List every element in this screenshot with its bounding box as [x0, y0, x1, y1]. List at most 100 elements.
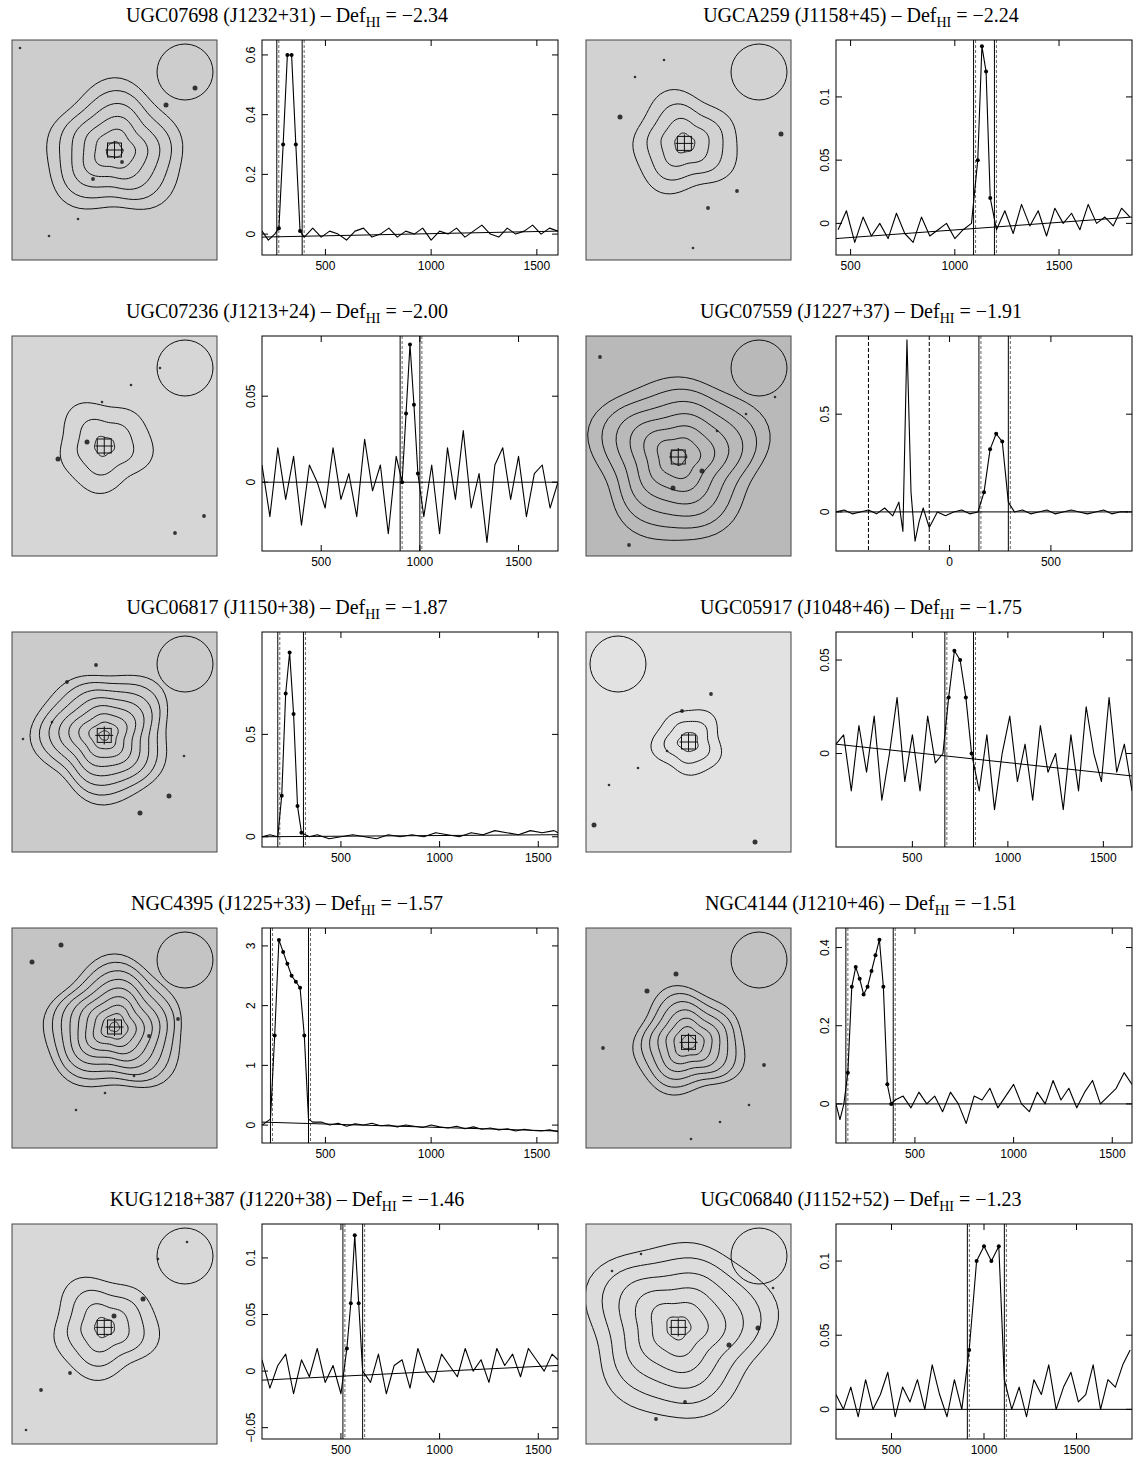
baseline	[262, 1365, 558, 1380]
plot-frame	[836, 40, 1132, 255]
contour	[664, 721, 710, 763]
baseline	[836, 217, 1132, 239]
contour	[633, 90, 737, 194]
channel-point	[285, 53, 289, 57]
hi-position	[95, 726, 113, 744]
panel-title: UGC07559 (J1227+37) – DefHI = −1.91	[700, 300, 1022, 326]
channel-point	[298, 229, 302, 233]
contour	[586, 1243, 778, 1419]
image-frame	[586, 928, 791, 1148]
contour	[93, 1005, 136, 1046]
window-line-shadow	[402, 336, 403, 551]
contour	[588, 377, 770, 540]
contour	[81, 1304, 129, 1352]
window-line	[276, 40, 277, 255]
image-background	[586, 336, 791, 556]
contour	[674, 1027, 704, 1057]
star	[183, 755, 186, 758]
star	[85, 440, 90, 445]
window-line-shadow	[305, 632, 306, 847]
optical-image	[12, 632, 217, 852]
spectrum	[262, 1235, 558, 1393]
panel: UGC07236 (J1213+24) – DefHI = −2.0050010…	[12, 300, 558, 569]
baseline	[836, 744, 1132, 776]
x-tick-label: 500	[315, 259, 335, 273]
window-line-shadow	[969, 1224, 970, 1439]
x-tick	[439, 632, 440, 847]
panel-title: KUG1218+387 (J1220+38) – DefHI = −1.46	[110, 1188, 464, 1214]
channel-point	[296, 804, 300, 808]
y-tick-label: 0	[818, 750, 832, 757]
star	[141, 1297, 146, 1302]
channel-point	[976, 158, 980, 162]
channel-point	[416, 472, 420, 476]
y-tick	[262, 1427, 558, 1428]
star	[104, 1092, 107, 1095]
x-tick-label: 1500	[525, 851, 552, 865]
x-tick	[536, 40, 537, 255]
x-tick	[431, 40, 432, 255]
star	[690, 1138, 693, 1141]
window-line-shadow	[304, 40, 305, 255]
image-frame	[586, 1224, 791, 1444]
star	[120, 160, 124, 164]
x-tick-label: 1000	[418, 259, 445, 273]
channel-point	[989, 1259, 993, 1263]
image-background	[12, 40, 217, 260]
channel-point	[984, 70, 988, 74]
panel-title: NGC4144 (J1210+46) – DefHI = −1.51	[705, 892, 1017, 918]
y-tick	[262, 1257, 558, 1258]
plot-area	[262, 336, 558, 551]
beam	[157, 932, 213, 988]
image-background	[12, 928, 217, 1148]
hi-position	[669, 1318, 687, 1336]
channel-point	[284, 691, 288, 695]
plot-frame	[262, 1224, 558, 1439]
spectrum	[836, 940, 1132, 1124]
y-tick	[836, 660, 1132, 661]
spectrum	[836, 651, 1132, 810]
image-frame	[12, 40, 217, 260]
star	[654, 1417, 658, 1421]
channel-point	[958, 658, 962, 662]
star	[640, 1253, 643, 1256]
window-line-shadow	[421, 336, 422, 551]
hi-position	[669, 448, 687, 466]
beam	[157, 1228, 213, 1284]
star	[176, 1017, 180, 1021]
plot-frame	[262, 40, 558, 255]
x-tick	[538, 1224, 539, 1439]
channel-point	[353, 1233, 357, 1237]
x-tick	[340, 1224, 341, 1439]
y-tick-label: −0.05	[244, 1412, 258, 1443]
contour	[67, 1290, 144, 1366]
contour	[72, 104, 160, 190]
star	[30, 960, 35, 965]
window-line	[973, 40, 974, 255]
contour	[666, 1018, 712, 1064]
y-tick-label: 0.05	[818, 648, 832, 672]
optical-image	[586, 632, 791, 852]
x-tick-label: 500	[881, 1443, 901, 1457]
panel-title: UGC06840 (J1152+52) – DefHI = −1.23	[700, 1188, 1021, 1214]
channel-point	[980, 44, 984, 48]
x-tick-label: 500	[315, 1147, 335, 1161]
contour	[70, 979, 160, 1068]
panel-title: UGC07236 (J1213+24) – DefHI = −2.00	[126, 300, 448, 326]
x-tick-label: 500	[902, 851, 922, 865]
star	[719, 1121, 722, 1124]
hi-position	[95, 1318, 113, 1336]
image-background	[586, 1224, 791, 1444]
y-tick	[836, 1335, 1132, 1336]
panel-title: UGC07698 (J1232+31) – DefHI = −2.34	[126, 4, 448, 30]
x-tick-label: 1500	[1063, 1443, 1090, 1457]
contour	[675, 133, 695, 153]
channel-point	[288, 650, 292, 654]
star	[112, 1314, 117, 1319]
window-line	[362, 1224, 363, 1439]
contour	[644, 426, 715, 492]
image-frame	[586, 632, 791, 852]
channel-point	[273, 1034, 277, 1038]
channel-point	[285, 962, 289, 966]
x-tick	[340, 632, 341, 847]
